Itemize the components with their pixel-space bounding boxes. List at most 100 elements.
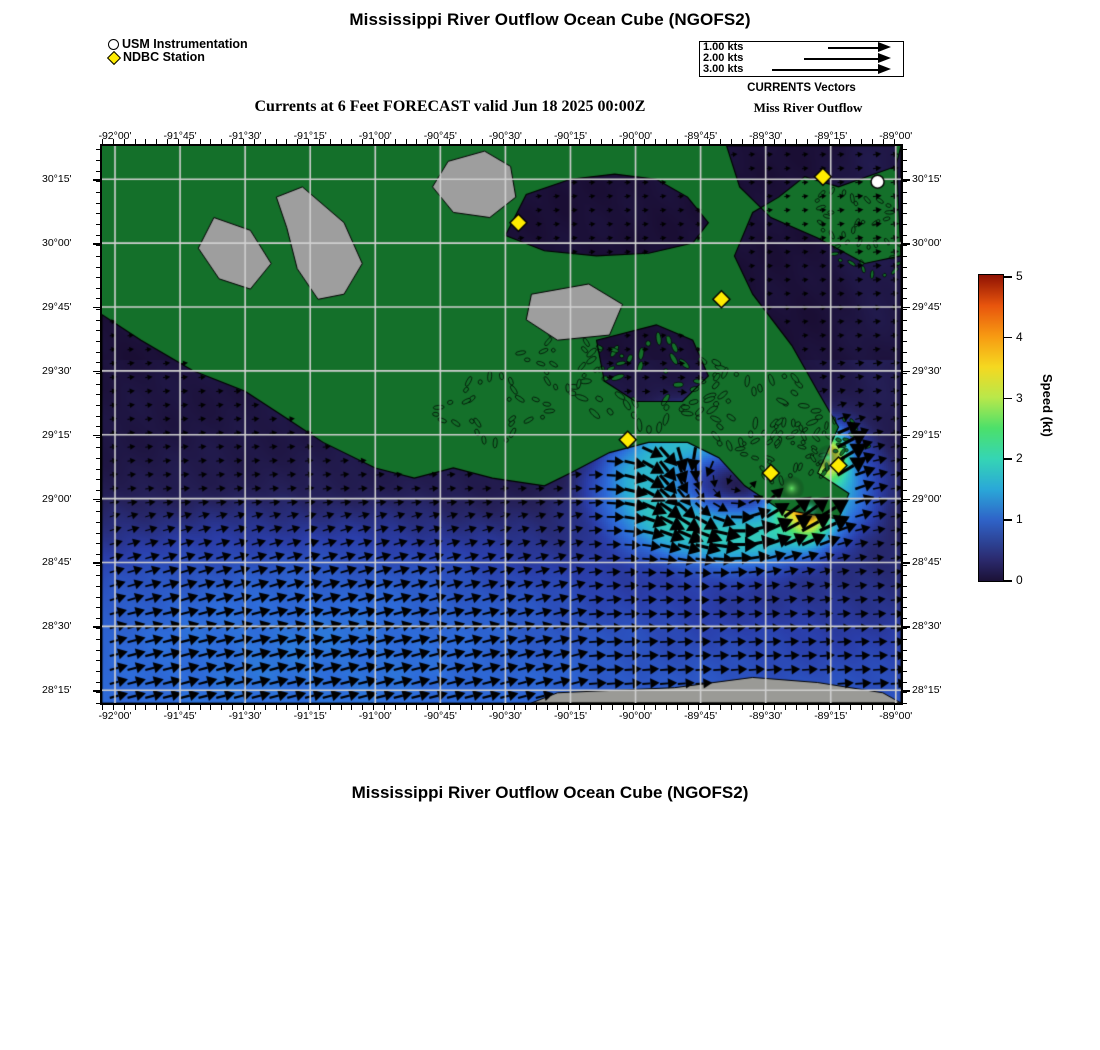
axis-tick — [903, 434, 910, 437]
axis-minor-tick — [568, 705, 570, 710]
axis-minor-tick — [459, 139, 461, 144]
axis-minor-tick — [903, 553, 907, 555]
axis-tick — [903, 498, 910, 501]
colorbar-gradient — [978, 274, 1004, 582]
axis-tick — [93, 562, 100, 564]
axis-minor-tick — [903, 170, 907, 172]
axis-minor-tick — [644, 705, 646, 710]
map-plot-area[interactable] — [100, 144, 903, 705]
axis-minor-tick — [340, 705, 342, 710]
axis-minor-tick — [96, 383, 100, 385]
longitude-tick-label: -92°00' — [98, 710, 132, 722]
axis-minor-tick — [589, 705, 591, 710]
axis-minor-tick — [730, 139, 732, 144]
axis-minor-tick — [611, 705, 613, 710]
axis-minor-tick — [796, 705, 798, 710]
axis-tick — [93, 370, 100, 373]
axis-minor-tick — [416, 139, 418, 144]
latitude-tick-label: 29°45' — [912, 300, 942, 313]
vector-arrowhead — [878, 53, 891, 63]
axis-minor-tick — [177, 705, 179, 710]
axis-minor-tick — [568, 139, 570, 144]
axis-minor-tick — [557, 139, 559, 144]
axis-minor-tick — [492, 705, 494, 710]
axis-minor-tick — [96, 234, 100, 236]
axis-minor-tick — [903, 287, 907, 289]
axis-minor-tick — [903, 426, 907, 428]
axis-minor-tick — [698, 139, 700, 144]
axis-minor-tick — [329, 139, 331, 144]
longitude-tick-label: -90°15' — [553, 710, 587, 722]
axis-minor-tick — [96, 479, 100, 481]
axis-minor-tick — [709, 705, 711, 710]
axis-minor-tick — [785, 705, 787, 710]
axis-minor-tick — [774, 139, 776, 144]
axis-minor-tick — [102, 139, 103, 144]
axis-minor-tick — [839, 705, 841, 710]
axis-minor-tick — [96, 362, 100, 364]
axis-minor-tick — [123, 139, 125, 144]
axis-minor-tick — [903, 447, 907, 449]
axis-minor-tick — [96, 671, 100, 673]
axis-minor-tick — [362, 705, 364, 710]
axis-minor-tick — [903, 341, 907, 343]
axis-minor-tick — [903, 372, 907, 374]
axis-minor-tick — [785, 139, 787, 144]
axis-minor-tick — [96, 170, 100, 172]
axis-minor-tick — [96, 149, 100, 151]
axis-minor-tick — [763, 139, 765, 144]
longitude-tick-label: -90°15' — [553, 130, 587, 142]
latitude-tick-label: 29°30' — [42, 364, 72, 377]
axis-minor-tick — [96, 468, 100, 470]
axis-minor-tick — [286, 705, 288, 710]
axis-minor-tick — [242, 139, 244, 144]
colorbar-tick — [1004, 276, 1012, 278]
latitude-tick-label: 28°30' — [42, 620, 72, 633]
axis-minor-tick — [96, 415, 100, 417]
axis-minor-tick — [633, 705, 635, 710]
axis-minor-tick — [96, 564, 100, 566]
axis-minor-tick — [96, 372, 100, 374]
axis-minor-tick — [524, 705, 526, 710]
axis-minor-tick — [275, 705, 277, 710]
axis-minor-tick — [373, 705, 375, 710]
vector-arrowhead — [878, 64, 891, 74]
axis-minor-tick — [221, 705, 223, 710]
axis-minor-tick — [96, 309, 100, 311]
axis-minor-tick — [405, 705, 407, 710]
axis-minor-tick — [600, 705, 602, 710]
axis-minor-tick — [96, 298, 100, 300]
latitude-tick-label: 28°45' — [42, 556, 72, 569]
axis-minor-tick — [903, 149, 907, 151]
axis-minor-tick — [546, 705, 548, 710]
axis-tick — [903, 306, 910, 309]
axis-minor-tick — [903, 245, 907, 247]
axis-minor-tick — [481, 139, 483, 144]
axis-minor-tick — [903, 277, 907, 279]
axis-minor-tick — [123, 705, 125, 710]
axis-minor-tick — [96, 404, 100, 406]
axis-minor-tick — [741, 705, 743, 710]
axis-minor-tick — [903, 436, 907, 438]
legend-item-usm: USM Instrumentation — [108, 38, 248, 51]
axis-minor-tick — [351, 705, 353, 710]
axis-minor-tick — [903, 692, 907, 694]
axis-minor-tick — [903, 351, 907, 353]
axis-minor-tick — [850, 139, 852, 144]
axis-minor-tick — [156, 705, 158, 710]
axis-minor-tick — [96, 596, 100, 598]
axis-minor-tick — [188, 139, 190, 144]
axis-minor-tick — [221, 139, 223, 144]
axis-minor-tick — [730, 705, 732, 710]
vector-shaft — [828, 47, 880, 49]
axis-minor-tick — [903, 404, 907, 406]
axis-minor-tick — [903, 628, 907, 630]
legend-label-usm: USM Instrumentation — [122, 37, 248, 51]
axis-minor-tick — [492, 139, 494, 144]
page-title: Mississippi River Outflow Ocean Cube (NG… — [349, 10, 751, 29]
axis-minor-tick — [774, 705, 776, 710]
axis-minor-tick — [903, 607, 907, 609]
axis-minor-tick — [96, 426, 100, 428]
axis-minor-tick — [589, 139, 591, 144]
axis-minor-tick — [96, 585, 100, 587]
